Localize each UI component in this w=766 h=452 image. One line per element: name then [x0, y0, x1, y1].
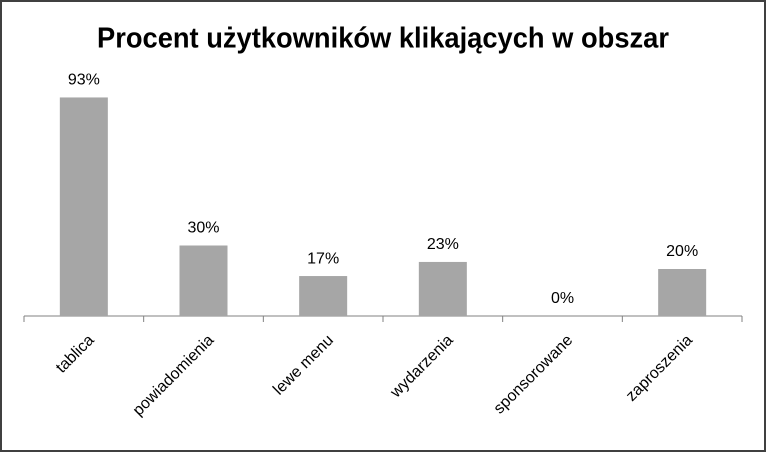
value-label: 20% — [666, 243, 698, 260]
value-label: 30% — [187, 220, 219, 237]
value-label: 93% — [68, 72, 100, 89]
bar — [658, 269, 707, 316]
bar — [179, 245, 228, 316]
chart-title: Procent użytkowników klikających w obsza… — [97, 23, 669, 55]
bar — [299, 276, 348, 316]
bar — [59, 97, 108, 316]
value-label: 17% — [307, 250, 339, 267]
value-label: 23% — [427, 236, 459, 253]
value-label: 0% — [551, 290, 574, 307]
bar — [418, 261, 467, 316]
